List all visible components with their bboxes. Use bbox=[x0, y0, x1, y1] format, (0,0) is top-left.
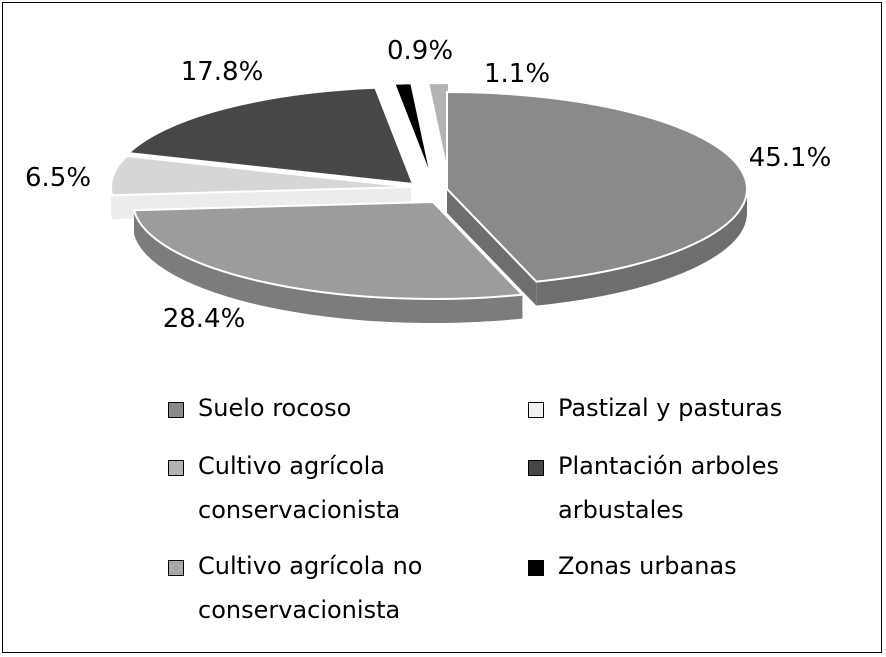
pie-slice-cultivo-agricola-no-conservacionista bbox=[132, 200, 525, 323]
pie-slice-top bbox=[126, 86, 415, 186]
pie-slice-top bbox=[427, 81, 450, 181]
pie-slice-zonas-urbanas bbox=[392, 82, 433, 181]
data-label-cultivo-agricola-no-conservacionista: 28.4% bbox=[163, 304, 246, 334]
pie-slice-cultivo-agricola-conservacionista bbox=[427, 81, 450, 181]
pie-slice-suelo-rocoso bbox=[446, 90, 748, 306]
data-label-plantacion-arboles-arbustales: 17.8% bbox=[181, 57, 264, 87]
data-label-cultivo-agricola-conservacionista: 1.1% bbox=[484, 59, 550, 89]
data-label-suelo-rocoso: 45.1% bbox=[749, 143, 832, 173]
pie-slice-side bbox=[134, 210, 523, 323]
pie-slice-side bbox=[536, 189, 747, 306]
data-label-pastizal-y-pasturas: 6.5% bbox=[25, 163, 91, 193]
pie-slice-plantacion-arboles-arbustales bbox=[126, 86, 415, 186]
pie-slice-top bbox=[110, 155, 412, 197]
pie-slice-top bbox=[132, 200, 525, 300]
pie-slice-face bbox=[447, 189, 537, 306]
pie-slice-top bbox=[446, 90, 748, 283]
data-label-zonas-urbanas: 0.9% bbox=[387, 36, 453, 66]
pie-slice-top bbox=[392, 82, 433, 181]
